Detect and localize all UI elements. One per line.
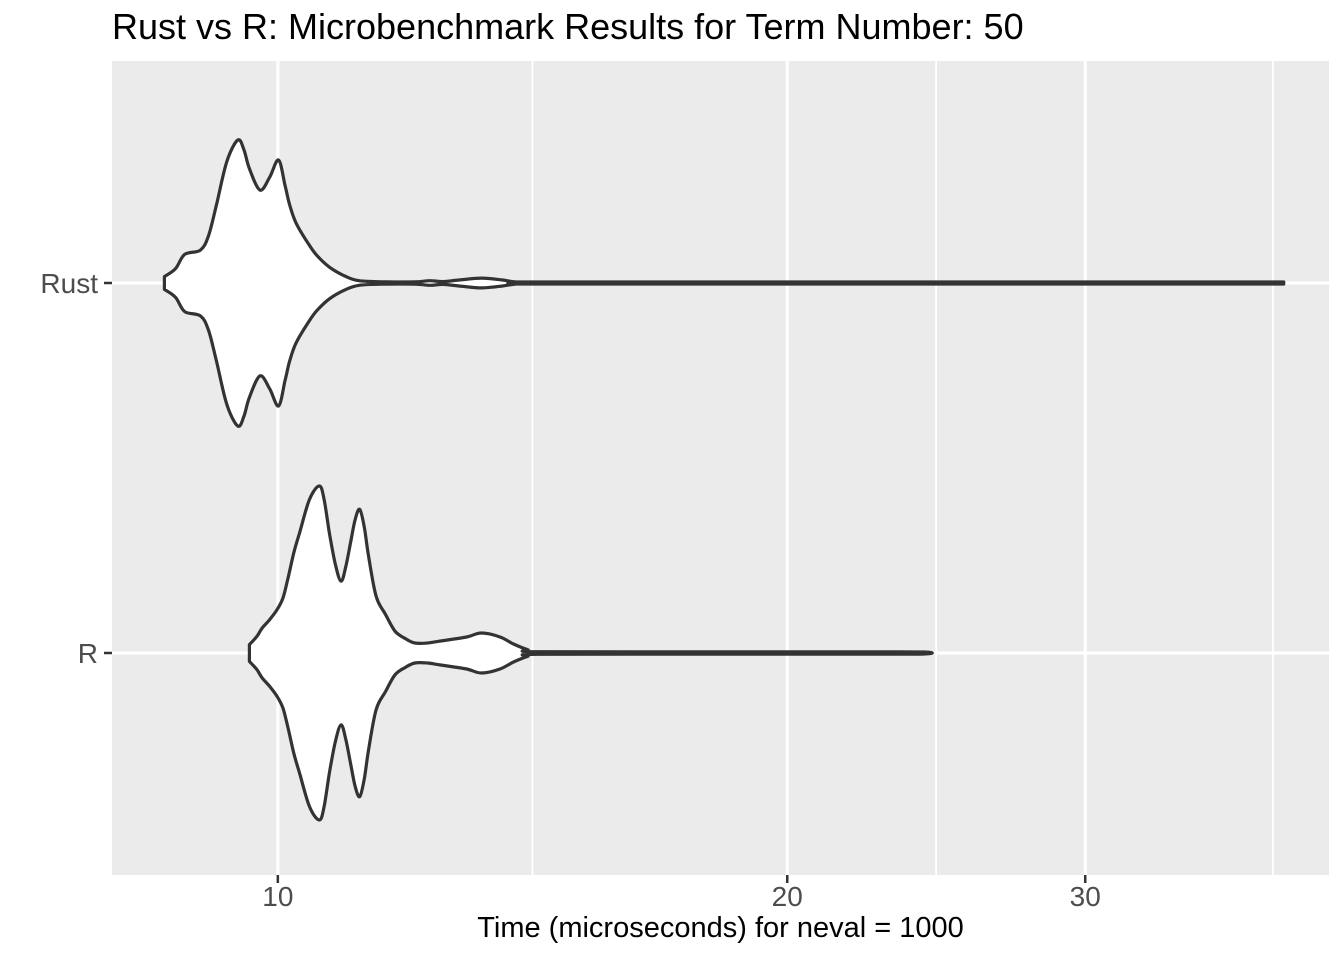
chart-title: Rust vs R: Microbenchmark Results for Te… [112,6,1024,47]
violin-r [247,484,934,822]
x-tick-label: 30 [1070,881,1101,912]
x-tick-label: 10 [262,881,293,912]
y-tick-label: R [78,638,98,669]
x-tick-label: 20 [772,881,803,912]
x-axis-title: Time (microseconds) for neval = 1000 [477,912,964,944]
y-tick-label: Rust [40,268,98,299]
violin-rust [162,138,1286,428]
